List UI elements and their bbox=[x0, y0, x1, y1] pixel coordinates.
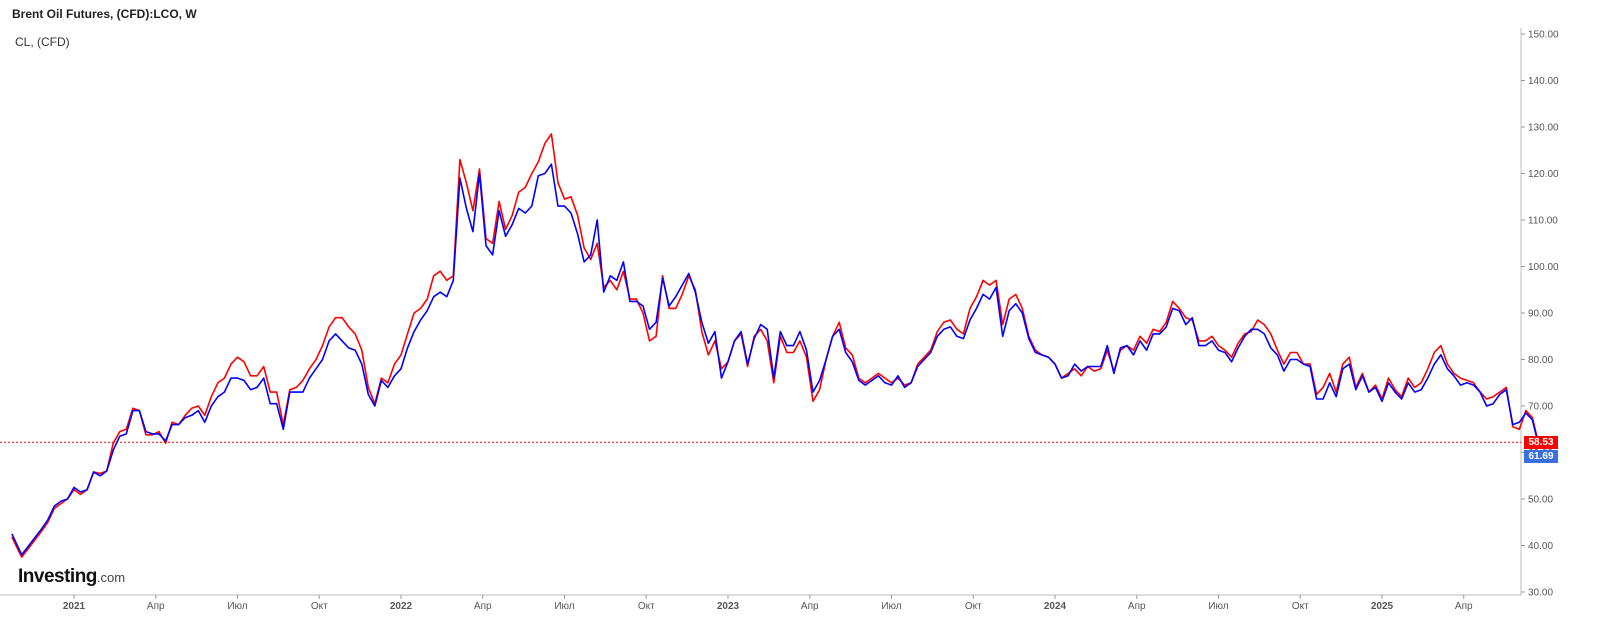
y-tick-label: 150.00 bbox=[1528, 30, 1559, 41]
series-layer bbox=[11, 133, 1546, 558]
x-tick-label: 2025 bbox=[1371, 601, 1394, 612]
logo-brand: Investing bbox=[18, 566, 97, 587]
x-tick-label: Окт bbox=[638, 601, 655, 612]
x-tick-label: Окт bbox=[965, 601, 982, 612]
y-tick-label: 80.00 bbox=[1528, 355, 1553, 366]
x-tick-label: 2024 bbox=[1044, 601, 1067, 612]
x-tick-label: Апр bbox=[1128, 601, 1146, 612]
y-tick-label: 70.00 bbox=[1528, 402, 1553, 413]
x-tick-label: 2022 bbox=[390, 601, 413, 612]
y-tick-label: 50.00 bbox=[1528, 495, 1553, 506]
x-tick-label: Окт bbox=[1292, 601, 1309, 612]
investing-logo: Investing.com bbox=[18, 566, 125, 588]
x-tick-label: Июл bbox=[881, 601, 901, 612]
y-tick-label: 140.00 bbox=[1528, 76, 1559, 87]
x-tick-label: Апр bbox=[147, 601, 165, 612]
chart-title: Brent Oil Futures, (CFD):LCO, W bbox=[12, 7, 197, 21]
y-tick-label: 110.00 bbox=[1528, 216, 1558, 227]
series-line-blue bbox=[11, 163, 1546, 556]
series-line-red bbox=[11, 133, 1546, 558]
y-tick-label: 90.00 bbox=[1528, 309, 1553, 320]
x-tick-label: Апр bbox=[1455, 601, 1473, 612]
y-tick-label: 40.00 bbox=[1528, 541, 1553, 552]
x-tick-label: 2023 bbox=[717, 601, 740, 612]
x-tick-label: Апр bbox=[801, 601, 819, 612]
x-tick-label: Июл bbox=[227, 601, 247, 612]
logo-suffix: .com bbox=[96, 570, 126, 585]
y-tick-label: 30.00 bbox=[1528, 588, 1553, 599]
x-tick-label: 2021 bbox=[63, 601, 86, 612]
x-axis-ticks: 2021 Апр Июл Окт 2022 Апр Июл Окт 2023 Апр Июл Окт 2… bbox=[63, 595, 1473, 612]
x-tick-label: Июл bbox=[554, 601, 574, 612]
chart-subtitle: CL, (CFD) bbox=[15, 35, 70, 49]
y-tick-label: 130.00 bbox=[1528, 123, 1559, 134]
y-tick-label: 100.00 bbox=[1528, 262, 1559, 273]
last-price-tag-red: 58.53 bbox=[1524, 436, 1558, 450]
y-axis-ticks: 30.0040.0050.0060.0070.0080.0090.00100.0… bbox=[1521, 30, 1559, 599]
y-tick-label: 120.00 bbox=[1528, 169, 1559, 180]
x-tick-label: Апр bbox=[474, 601, 492, 612]
x-tick-label: Июл bbox=[1208, 601, 1228, 612]
last-price-tag-blue: 61.69 bbox=[1524, 450, 1558, 464]
x-tick-label: Окт bbox=[311, 601, 328, 612]
